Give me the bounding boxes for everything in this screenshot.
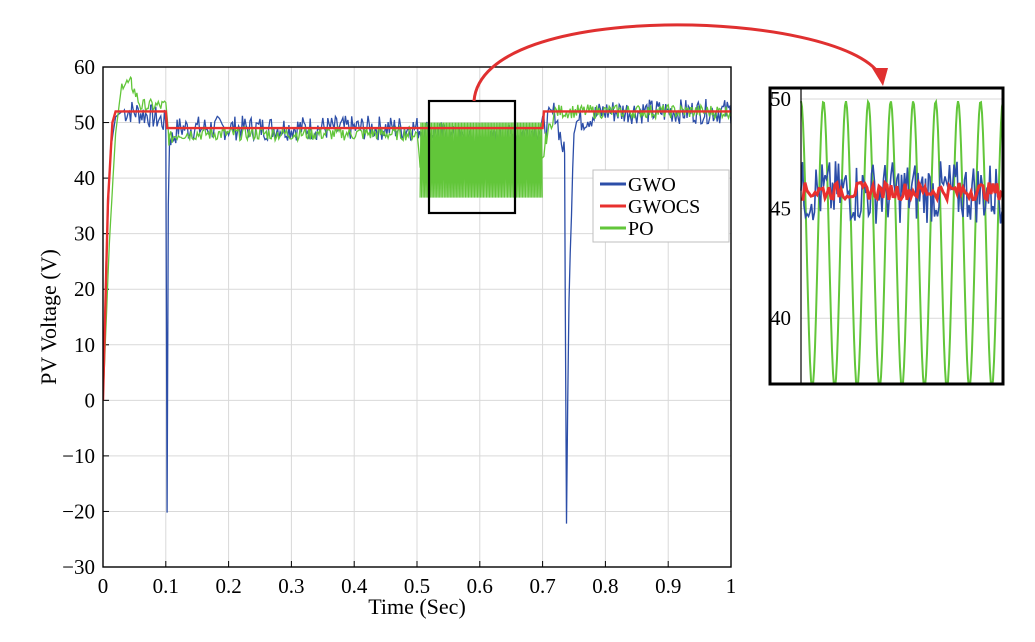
x-tick-label: 0.1: [153, 574, 179, 598]
y-tick-label: 30: [74, 222, 95, 246]
y-tick-label: −20: [62, 499, 95, 523]
x-tick-label: 0.3: [278, 574, 304, 598]
main-x-tick-labels: 0 0.1 0.2 0.3 0.4 0.5 0.6 0.7 0.8 0.9 1: [98, 574, 737, 598]
inset-y-tick-label: 45: [770, 197, 791, 221]
zoom-region-box: [427, 99, 517, 215]
inset-frame: [768, 86, 1005, 386]
main-y-tick-labels: −30 −20 −10 0 10 20 30 40 50 60: [62, 55, 95, 579]
x-tick-label: 0.4: [341, 574, 368, 598]
y-tick-label: −30: [62, 555, 95, 579]
series-po-oscillation: [419, 122, 543, 198]
legend-entry-gwo: GWO: [600, 174, 676, 196]
series-line-gwocs: [103, 110, 731, 401]
inset-y-tick-labels: 40 45 50: [770, 87, 791, 330]
callout-arrow: [472, 23, 888, 102]
y-tick-label: −10: [62, 444, 95, 468]
inset-y-tick-label: 40: [770, 306, 791, 330]
x-tick-label: 0.7: [529, 574, 555, 598]
x-tick-label: 1: [726, 574, 737, 598]
y-tick-label: 60: [74, 55, 95, 79]
inset-series-gwocs: [801, 178, 1003, 205]
legend-label-gwo: GWO: [628, 174, 676, 196]
main-series: [103, 75, 731, 524]
y-tick-label: 20: [74, 277, 95, 301]
inset-plot-area: [770, 88, 1003, 384]
x-tick-label: 0.6: [467, 574, 493, 598]
legend-label-po: PO: [628, 218, 654, 240]
x-tick-label: 0.9: [655, 574, 681, 598]
series-line-gwo: [103, 98, 731, 524]
y-tick-label: 40: [74, 166, 95, 190]
legend-entry-po: PO: [600, 218, 654, 240]
x-tick-label: 0.5: [404, 574, 430, 598]
callout-curve: [472, 23, 882, 102]
main-chart: 0 0.1 0.2 0.3 0.4 0.5 0.6 0.7 0.8 0.9 1 −30 −20 −10 0…: [36, 55, 736, 619]
legend-entry-gwocs: GWOCS: [600, 196, 700, 218]
callout-arrowhead: [872, 68, 888, 86]
main-plot-frame: [102, 66, 732, 568]
legend: GWO GWOCS PO: [592, 169, 730, 243]
y-tick-label: 0: [85, 388, 96, 412]
inset-chart: 40 45 50: [768, 86, 1005, 386]
x-tick-label: 0: [98, 574, 109, 598]
x-tick-label: 0.2: [215, 574, 241, 598]
x-axis-title: Time (Sec): [368, 594, 466, 619]
y-axis-title: PV Voltage (V): [36, 249, 61, 385]
legend-label-gwocs: GWOCS: [628, 196, 700, 218]
y-tick-label: 50: [74, 111, 95, 135]
x-tick-label: 0.8: [592, 574, 618, 598]
inset-y-tick-label: 50: [770, 87, 791, 111]
y-tick-label: 10: [74, 333, 95, 357]
main-grid: [102, 66, 732, 568]
inset-series: [800, 98, 1003, 384]
